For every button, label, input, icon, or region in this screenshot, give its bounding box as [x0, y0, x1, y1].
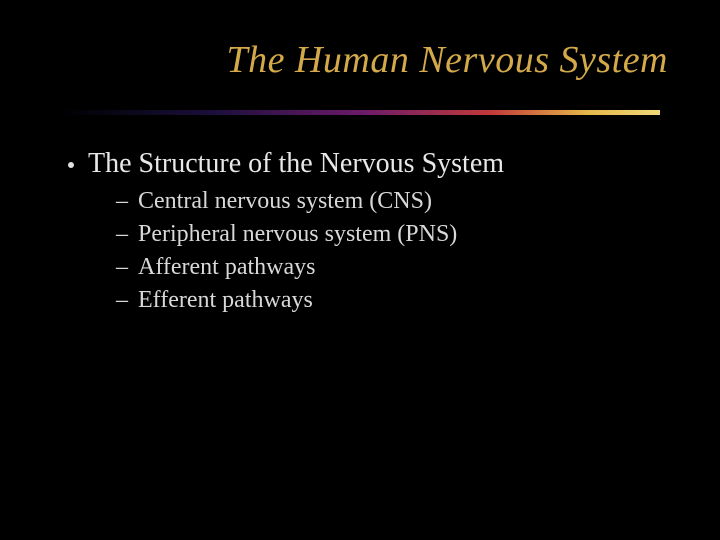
sub-bullet-item: – Central nervous system (CNS) [116, 188, 660, 215]
sub-bullet-marker: – [116, 188, 128, 215]
sub-bullet-marker: – [116, 287, 128, 314]
sub-bullet-text: Afferent pathways [138, 254, 316, 281]
bullet-marker [68, 162, 74, 168]
presentation-slide: The Human Nervous System The Structure o… [0, 0, 720, 540]
title-underline-gradient [60, 110, 660, 115]
sub-bullet-marker: – [116, 254, 128, 281]
bullet-item: The Structure of the Nervous System [68, 148, 660, 180]
sub-bullet-item: – Peripheral nervous system (PNS) [116, 221, 660, 248]
sub-bullet-item: – Efferent pathways [116, 287, 660, 314]
sub-bullet-text: Peripheral nervous system (PNS) [138, 221, 457, 248]
slide-title: The Human Nervous System [226, 38, 668, 82]
sub-bullet-text: Central nervous system (CNS) [138, 188, 432, 215]
sub-bullet-item: – Afferent pathways [116, 254, 660, 281]
sub-bullet-list: – Central nervous system (CNS) – Periphe… [116, 188, 660, 314]
slide-body: The Structure of the Nervous System – Ce… [68, 148, 660, 320]
sub-bullet-text: Efferent pathways [138, 287, 313, 314]
sub-bullet-marker: – [116, 221, 128, 248]
bullet-text: The Structure of the Nervous System [88, 148, 504, 180]
